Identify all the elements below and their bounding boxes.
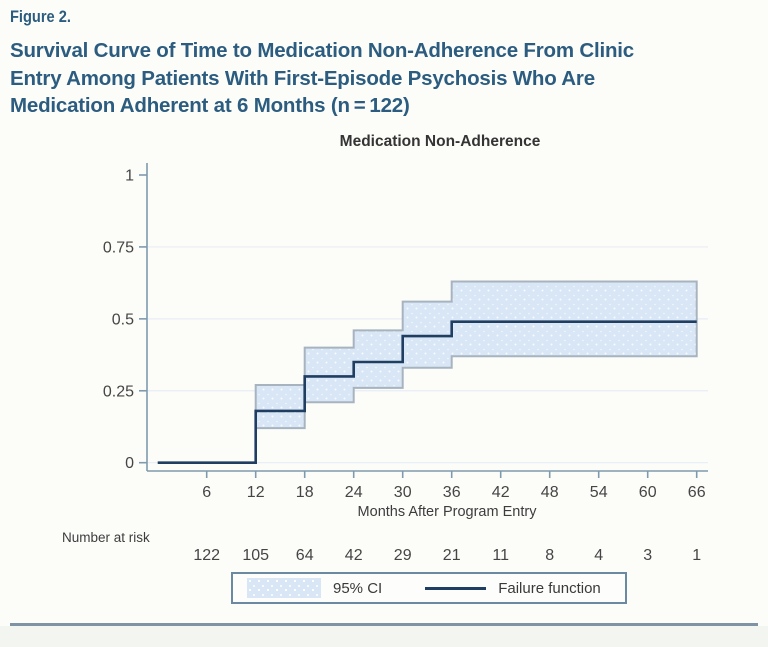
figure-title-line-2: Entry Among Patients With First-Episode … <box>10 66 595 90</box>
ci-legend-label: 95% CI <box>333 579 383 597</box>
y-tick-label: 0.5 <box>112 311 134 328</box>
risk-count: 105 <box>242 547 269 564</box>
risk-count: 122 <box>193 547 220 564</box>
chart-legend: 95% CI Failure function <box>231 572 627 604</box>
figure-title-line-1: Survival Curve of Time to Medication Non… <box>10 39 634 62</box>
y-tick-label: 0.25 <box>103 383 134 400</box>
risk-count: 42 <box>345 547 363 564</box>
risk-count: 21 <box>443 547 461 564</box>
x-axis-label: Months After Program Entry <box>357 504 537 520</box>
figure-title-line-3: Medication Adherent at 6 Months (n = 122… <box>10 94 410 117</box>
x-tick-label: 18 <box>296 484 314 501</box>
risk-count: 3 <box>643 547 652 564</box>
ci-band <box>254 280 698 430</box>
chart-title: Medication Non-Adherence <box>339 133 541 150</box>
x-tick-label: 48 <box>541 484 559 501</box>
risk-count: 4 <box>594 547 603 564</box>
x-tick-label: 30 <box>394 484 412 501</box>
figure-label: Figure 2. <box>10 7 71 26</box>
x-tick-label: 24 <box>345 484 363 501</box>
failure-function-legend-label: Failure function <box>498 579 601 597</box>
x-tick-label: 36 <box>443 484 461 501</box>
x-tick-label: 42 <box>492 484 510 501</box>
risk-count: 1 <box>692 547 701 564</box>
y-tick-label: 0 <box>125 455 134 472</box>
failure-function-curve <box>157 320 697 464</box>
risk-count: 8 <box>545 547 554 564</box>
bottom-divider <box>10 623 758 626</box>
failure-function-line-sample <box>425 586 487 590</box>
risk-count: 29 <box>394 547 412 564</box>
x-tick-label: 6 <box>202 484 211 501</box>
y-tick-label: 0.75 <box>103 239 134 256</box>
x-tick-label: 54 <box>590 484 608 501</box>
y-tick-label: 1 <box>125 168 134 185</box>
number-at-risk-label: Number at risk <box>62 530 150 545</box>
ci-swatch <box>247 578 321 598</box>
x-tick-label: 66 <box>688 484 706 501</box>
x-tick-label: 60 <box>639 484 657 501</box>
x-tick-label: 12 <box>247 484 265 501</box>
risk-count: 11 <box>492 547 509 564</box>
figure-title: Survival Curve of Time to Medication Non… <box>10 37 755 120</box>
risk-count: 64 <box>296 547 314 564</box>
page-margin-strip <box>0 626 768 647</box>
